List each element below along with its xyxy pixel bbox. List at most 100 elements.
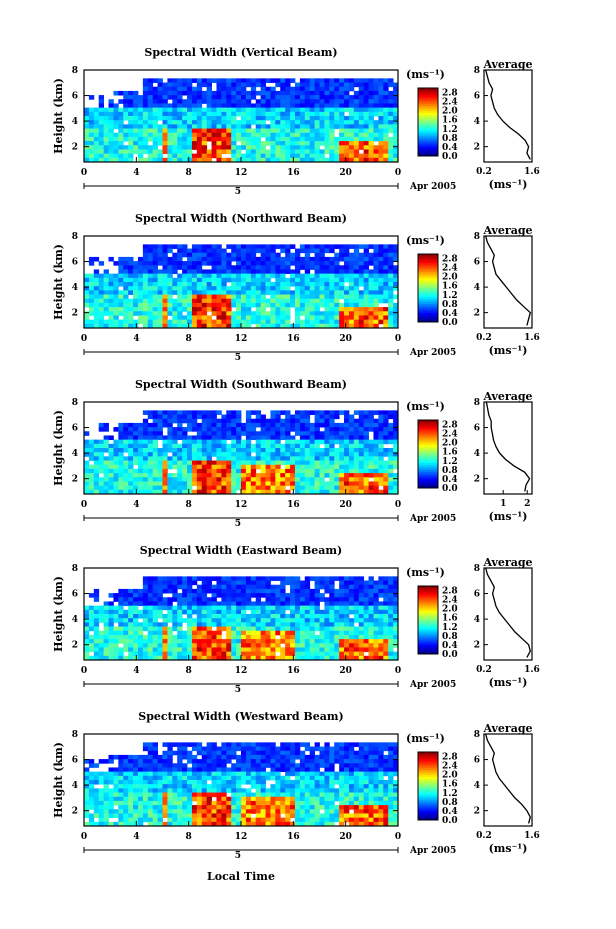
heatmap-cell xyxy=(206,485,212,491)
heatmap-cell xyxy=(133,145,139,150)
heatmap-cell xyxy=(314,116,320,121)
heatmap-cell xyxy=(260,103,266,109)
heatmap-cell xyxy=(162,418,168,424)
heatmap-cell xyxy=(270,643,276,648)
heatmap-cell xyxy=(88,626,95,632)
heatmap-cell xyxy=(172,282,178,287)
y-tick-label: 2 xyxy=(72,475,78,485)
heatmap-cell xyxy=(187,464,193,470)
heatmap-cells xyxy=(84,576,399,661)
heatmap-cell xyxy=(201,82,208,88)
x-tick-label: 20 xyxy=(339,666,352,676)
heatmap-cell xyxy=(260,277,266,283)
heatmap-cell xyxy=(84,639,90,644)
heatmap-cell xyxy=(191,618,198,623)
heatmap-cell xyxy=(334,265,340,270)
heatmap-cell xyxy=(241,601,247,607)
heatmap-cell xyxy=(348,111,355,117)
heatmap-cell xyxy=(373,286,379,291)
heatmap-cell xyxy=(334,634,340,640)
heatmap-cell xyxy=(93,269,100,275)
heatmap-cell xyxy=(142,443,149,449)
colorbar-segment xyxy=(418,485,438,489)
heatmap-cell xyxy=(383,576,389,581)
heatmap-cell xyxy=(108,124,114,129)
heatmap-cell xyxy=(250,248,257,254)
heatmap-cell xyxy=(270,298,276,304)
heatmap-cell xyxy=(123,634,129,640)
heatmap-cell xyxy=(226,269,232,275)
profile-y-tick-label: 6 xyxy=(474,92,480,102)
heatmap-cell xyxy=(187,605,193,611)
heatmap-cell xyxy=(358,277,365,283)
heatmap-cell xyxy=(241,647,247,653)
heatmap-cell xyxy=(201,651,208,657)
heatmap-cell xyxy=(275,269,281,275)
heatmap-cell xyxy=(255,120,262,125)
heatmap-cell xyxy=(294,282,301,287)
heatmap-cell xyxy=(250,634,257,640)
heatmap-cell xyxy=(118,149,124,155)
heatmap-cell xyxy=(201,323,208,329)
heatmap-cell xyxy=(290,601,296,607)
heatmap-cell xyxy=(373,302,379,308)
heatmap-cell xyxy=(285,244,291,249)
heatmap-cell xyxy=(383,248,389,254)
heatmap-cell xyxy=(88,153,95,159)
heatmap-cell xyxy=(123,427,129,432)
heatmap-cell xyxy=(196,443,203,449)
heatmap-cell xyxy=(236,282,242,287)
heatmap-cell xyxy=(113,141,119,146)
heatmap-cell xyxy=(368,639,374,644)
heatmap-cell xyxy=(358,435,365,441)
heatmap-cell xyxy=(93,294,100,300)
heatmap-cell xyxy=(304,90,311,96)
colorbar-segment xyxy=(418,601,438,605)
heatmap-cell xyxy=(133,431,139,436)
heatmap-cell xyxy=(182,431,188,436)
heatmap-cell xyxy=(211,269,217,275)
heatmap-cell xyxy=(373,149,379,155)
heatmap-cell xyxy=(309,107,315,113)
heatmap-cell xyxy=(285,414,291,420)
heatmap-cell xyxy=(265,286,271,291)
heatmap-cell xyxy=(270,128,276,134)
heatmap-cell xyxy=(236,427,242,432)
heatmap-cell xyxy=(196,464,203,470)
heatmap-cell xyxy=(319,120,325,125)
heatmap-cell xyxy=(309,456,315,461)
colorbar-tick-label: 2.8 xyxy=(442,255,458,265)
heatmap-cell xyxy=(363,82,369,88)
heatmap-cell xyxy=(314,643,320,648)
heatmap-cell xyxy=(123,277,129,283)
heatmap-cell xyxy=(344,414,350,420)
heatmap-cell xyxy=(162,290,168,295)
heatmap-cell xyxy=(319,132,325,138)
heatmap-cell xyxy=(280,307,286,312)
heatmap-cell xyxy=(221,651,227,657)
heatmap-cell xyxy=(260,282,266,287)
heatmap-cell xyxy=(378,651,384,657)
heatmap-cell xyxy=(319,252,325,258)
heatmap-cell xyxy=(98,261,105,266)
colorbar-segment xyxy=(418,294,438,298)
heatmap-cell xyxy=(231,290,237,295)
heatmap-cell xyxy=(93,448,100,453)
heatmap-cell xyxy=(324,120,330,125)
heatmap-cell xyxy=(255,111,262,117)
colorbar-segment xyxy=(418,99,438,103)
y-axis-label: Height (km) xyxy=(52,78,65,154)
heatmap-cell xyxy=(191,651,198,657)
heatmap-cell xyxy=(294,485,301,491)
heatmap-cell xyxy=(226,145,232,150)
heatmap-cell xyxy=(334,643,340,648)
heatmap-cell xyxy=(324,277,330,283)
heatmap-cell xyxy=(383,132,389,138)
heatmap-cell xyxy=(172,78,178,83)
heatmap-cell xyxy=(334,302,340,308)
heatmap-cell xyxy=(137,639,144,644)
heatmap-cell xyxy=(363,485,369,491)
heatmap-cell xyxy=(368,597,374,602)
heatmap-cell xyxy=(383,618,389,623)
heatmap-cell xyxy=(388,634,394,640)
